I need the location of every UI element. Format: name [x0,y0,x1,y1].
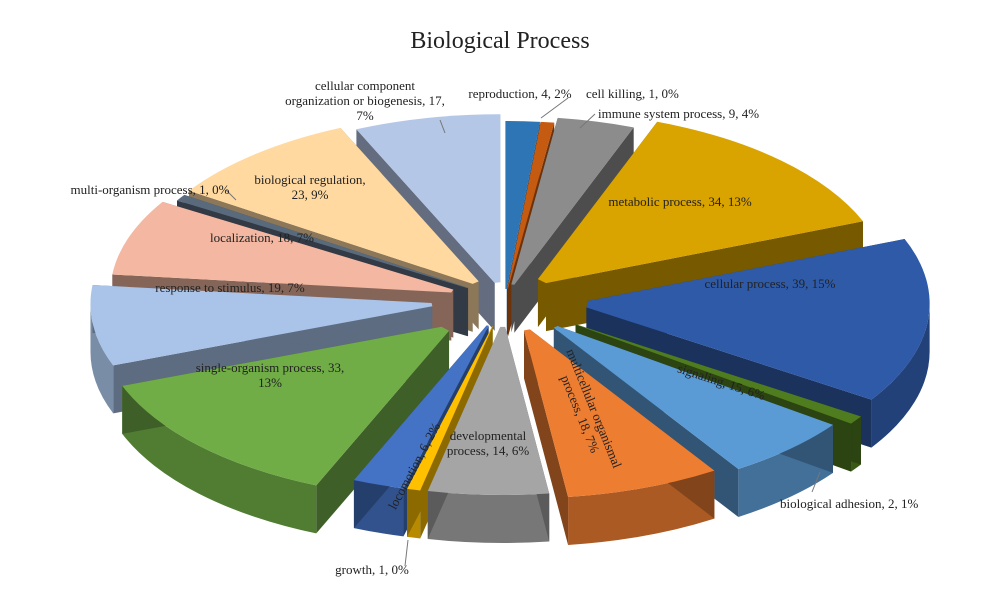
pie-slice-top [505,121,541,290]
leader-line [439,119,446,134]
data-label: reproduction, 4, 2% [468,86,571,101]
data-label: cell killing, 1, 0% [586,86,679,101]
pie-slice-side [407,326,493,537]
pie-slice-top [122,326,450,486]
leader-line [225,189,237,201]
pie-slice-top [586,239,930,400]
leader-line [579,113,596,129]
data-label: developmental process, 14, 6% [447,428,529,458]
data-label: metabolic process, 34, 13% [608,194,751,209]
pie-slice-top [90,285,433,366]
pie-slice-top [553,325,834,469]
pie-slice-top [112,201,454,293]
leader-line [811,471,821,493]
pie-slice-single-organism-process [122,326,450,534]
pie-slice-top [523,329,715,498]
data-label: response to stimulus, 19, 7% [155,280,305,295]
pie-slice-side [427,490,550,543]
data-label: growth, 1, 0% [335,562,409,577]
pie-slice-top [511,117,634,285]
data-label: biological regulation, 23, 9% [254,172,365,202]
pie-slice-top [356,114,501,283]
data-label: biological adhesion, 2, 1% [780,496,918,511]
data-label: cellular component organization or biogen… [285,78,445,123]
pie-slice-side [871,303,930,448]
pie-slice-top [353,325,489,489]
pie-slice-top [507,121,555,290]
pie-slice-multicellular-organismal-process [523,329,715,546]
data-label: localization, 18, 7% [210,230,314,245]
pie-slice-side [90,303,114,414]
data-label: immune system process, 9, 4% [598,106,759,121]
pie-slice-developmental-process [427,326,550,543]
pie-slice-top [537,121,863,284]
pie-slice-top [575,324,861,424]
pie-slice-top [188,127,479,284]
pie-slice-top [427,326,550,495]
pie-slice-side [316,330,450,534]
leader-line [540,97,569,119]
pie-slice-side [122,385,317,534]
pie-slice-side [523,330,569,546]
data-label: single-organism process, 33, 13% [196,360,345,390]
leader-line [404,539,409,567]
chart-title: Biological Process [410,28,590,54]
pie-slice-top [407,326,493,491]
data-label: multi-organism process, 1, 0% [71,182,230,197]
pie-slice-top [176,194,469,289]
data-label: cellular process, 39, 15% [704,276,835,291]
